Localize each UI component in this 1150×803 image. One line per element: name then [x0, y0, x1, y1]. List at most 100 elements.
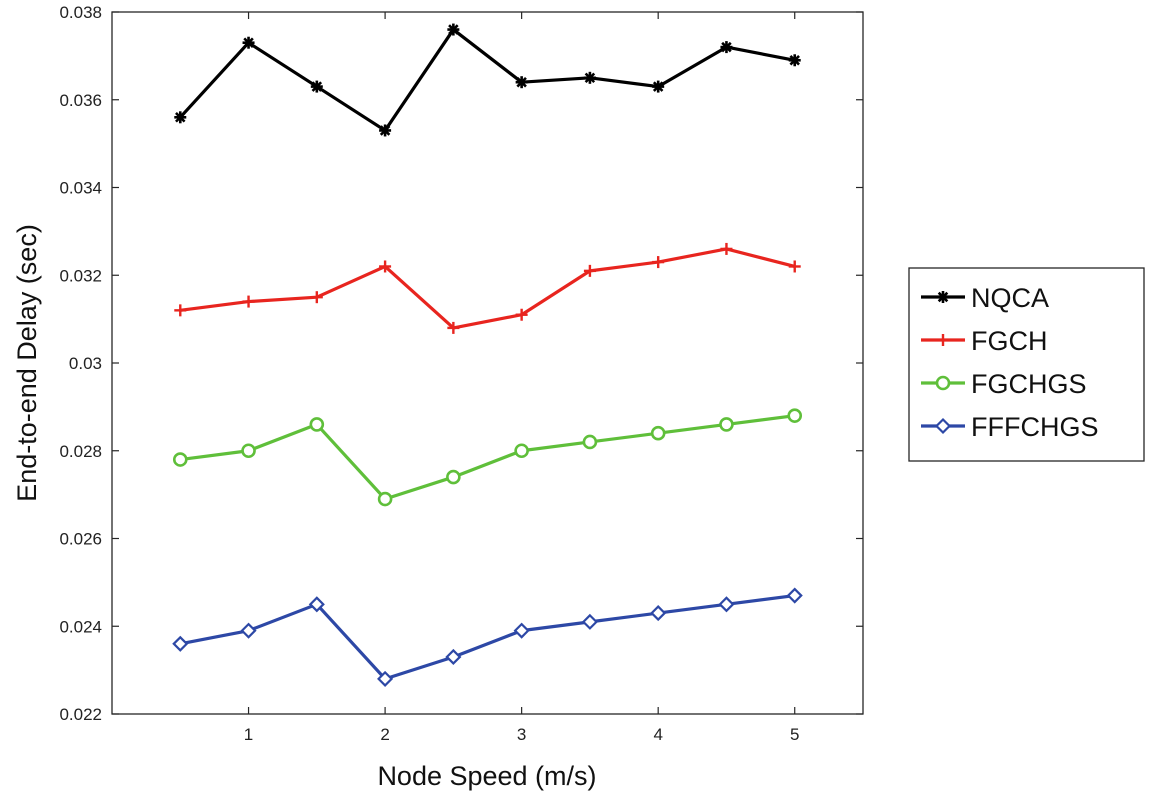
y-tick-label: 0.026: [59, 530, 102, 549]
data-point-fffchgs-shape: [308, 596, 325, 613]
x-tick-label: 5: [790, 725, 799, 744]
legend-entry-fgch: FGCH: [921, 326, 1048, 356]
data-point-nqca: [720, 41, 733, 54]
data-point-fffchgs: [172, 635, 189, 652]
data-point-fgchgs-shape: [241, 443, 256, 459]
legend-entries: NQCA FGCH FGCHGS FFFCHGS: [921, 283, 1099, 442]
data-point-fgch: [242, 295, 255, 308]
data-point-fffchgs-shape: [240, 622, 257, 639]
legend-entry-fgchgs: FGCHGS: [921, 369, 1087, 399]
data-point-nqca: [583, 71, 596, 84]
x-tick-label: 2: [380, 725, 389, 744]
legend: NQCA FGCH FGCHGS FFFCHGS: [908, 267, 1145, 462]
data-point-fgchgs-shape: [446, 469, 461, 485]
data-point-nqca-stroke: [243, 37, 254, 48]
x-tick-label: 1: [244, 725, 253, 744]
y-tick-label: 0.022: [59, 705, 102, 724]
data-point-fffchgs: [581, 613, 598, 630]
data-point-fffchgs-shape: [650, 605, 667, 622]
data-point-fgchgs-shape: [650, 425, 666, 441]
data-point-fgchgs: [172, 452, 188, 467]
data-point-fffchgs: [445, 648, 462, 666]
data-point-fgchgs: [241, 443, 256, 459]
data-point-fgchgs-shape: [309, 417, 325, 432]
data-point-fgchgs-shape: [719, 417, 734, 432]
series-markers: [172, 23, 803, 687]
data-point-fgch: [310, 291, 323, 304]
x-tick-label: 3: [517, 725, 526, 744]
data-point-fgchgs-shape: [787, 408, 803, 423]
y-tick-label: 0.034: [59, 179, 102, 198]
data-point-fffchgs: [718, 596, 735, 613]
series-lines: [179, 27, 796, 681]
series-line-fgchgs: [180, 414, 795, 501]
legend-marker: [935, 375, 951, 391]
data-point-fgch: [174, 304, 187, 317]
y-tick-label: 0.032: [59, 266, 102, 285]
data-point-fffchgs-shape: [172, 635, 189, 652]
legend-entry-fffchgs: FFFCHGS: [921, 412, 1099, 442]
data-point-nqca-stroke: [448, 24, 459, 35]
y-axis-ticks: 0.022 0.024 0.026 0.028 0.03 0.032 0.034 0.036 0…: [59, 3, 863, 724]
data-point-fgchgs-shape: [377, 491, 393, 507]
legend-marker: [937, 291, 949, 303]
data-point-nqca-stroke: [516, 76, 527, 88]
data-point-fgch: [583, 264, 596, 277]
data-point-nqca-stroke: [175, 112, 186, 123]
legend-marker: [937, 334, 949, 346]
data-point-nqca-stroke: [721, 41, 732, 53]
data-point-fffchgs-shape: [377, 670, 394, 687]
data-point-fgchgs: [309, 417, 325, 432]
data-point-fffchgs: [650, 605, 667, 622]
data-point-nqca: [379, 124, 392, 137]
data-point-fffchgs-shape: [718, 596, 735, 613]
data-point-nqca: [515, 76, 528, 89]
data-point-fffchgs: [786, 587, 803, 604]
data-point-fffchgs: [513, 622, 530, 639]
series-line-fffchgs: [179, 593, 795, 681]
x-axis-label: Node Speed (m/s): [377, 761, 596, 791]
data-point-fgch: [515, 308, 528, 321]
legend-marker-shape: [934, 417, 952, 435]
legend-label: NQCA: [971, 283, 1049, 313]
data-point-fgch: [720, 242, 733, 255]
data-point-fgchgs: [377, 491, 393, 507]
data-point-fffchgs-shape: [786, 587, 803, 604]
data-point-fffchgs: [240, 622, 257, 639]
y-tick-label: 0.03: [69, 354, 102, 373]
y-tick-label: 0.038: [59, 3, 102, 22]
data-point-fgch: [379, 260, 392, 273]
legend-marker-shape: [935, 375, 951, 391]
data-point-fffchgs-shape: [513, 622, 530, 639]
data-point-nqca: [310, 80, 323, 93]
data-point-nqca: [788, 54, 801, 67]
legend-label: FGCH: [971, 326, 1048, 356]
x-tick-label: 4: [653, 725, 662, 744]
legend-marker: [934, 417, 952, 435]
data-point-nqca-stroke: [311, 81, 323, 92]
y-tick-label: 0.028: [59, 442, 102, 461]
data-point-fffchgs-shape: [445, 648, 462, 666]
data-point-fgchgs: [650, 425, 666, 441]
data-point-fgchgs: [787, 408, 803, 423]
data-point-fgch: [447, 321, 460, 334]
data-point-fgchgs: [719, 417, 734, 432]
data-point-fffchgs-shape: [581, 613, 598, 630]
data-point-fgchgs-shape: [514, 443, 529, 459]
legend-label: FFFCHGS: [971, 412, 1099, 442]
data-point-fgchgs-shape: [582, 434, 598, 450]
data-point-nqca-stroke: [652, 81, 664, 92]
data-point-fgchgs: [514, 443, 529, 459]
data-point-fgch: [788, 260, 801, 273]
y-tick-label: 0.036: [59, 91, 102, 110]
y-tick-label: 0.024: [59, 617, 102, 636]
data-point-fgchgs-shape: [172, 452, 188, 467]
data-point-fffchgs: [308, 596, 325, 613]
data-point-nqca: [242, 36, 255, 49]
data-point-nqca: [447, 23, 460, 36]
legend-marker-stroke: [937, 291, 949, 303]
legend-entry-nqca: NQCA: [921, 283, 1049, 313]
data-point-fgchgs: [446, 469, 461, 485]
series-line-nqca: [179, 27, 796, 133]
